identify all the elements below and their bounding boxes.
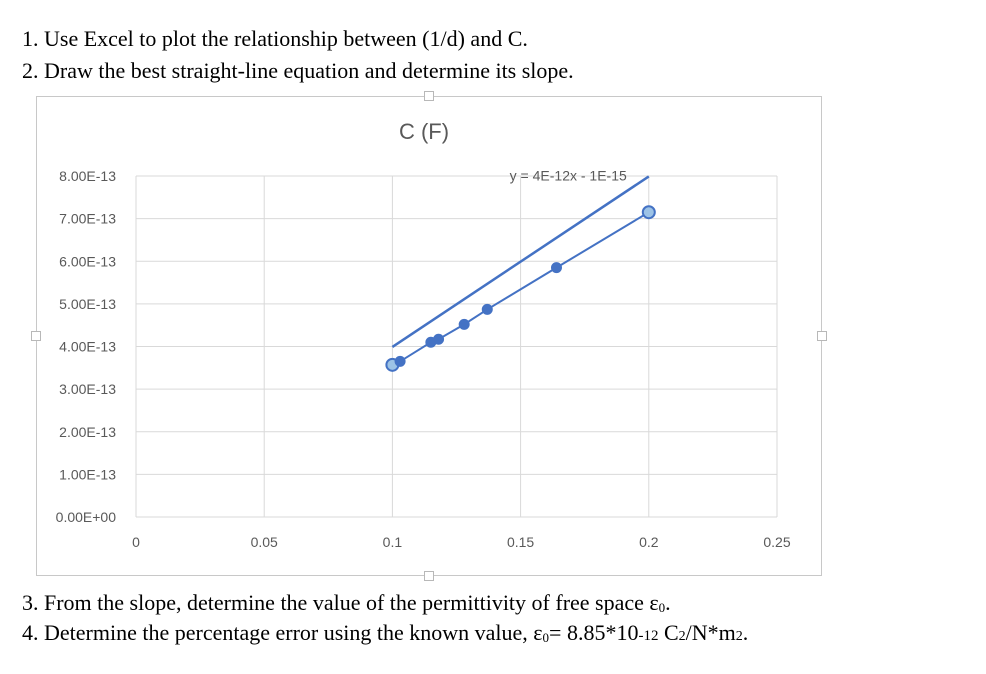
data-point <box>641 205 656 220</box>
y-tick-label: 2.00E-13 <box>59 424 116 440</box>
scatter-chart: C (F) 0.00E+00 1.00E-13 2.00E-13 3.00E-13 4.… <box>56 119 791 550</box>
data-point <box>458 318 470 330</box>
resize-handle-top[interactable] <box>424 91 434 101</box>
data-point <box>394 355 406 367</box>
y-tick-label: 4.00E-13 <box>59 339 116 355</box>
y-tick-label: 6.00E-13 <box>59 253 116 269</box>
instruction-4: 4. Determine the percentage error using … <box>22 620 749 645</box>
trendline-equation: y = 4E-12x - 1E-15 <box>510 167 627 183</box>
resize-handle-right[interactable] <box>817 331 827 341</box>
instruction-2: 2. Draw the best straight-line equation … <box>22 58 574 83</box>
y-tick-label: 5.00E-13 <box>59 296 116 312</box>
x-tick-label: 0.15 <box>507 534 534 550</box>
y-tick-label: 8.00E-13 <box>59 168 116 184</box>
data-point <box>433 333 445 345</box>
data-point <box>550 262 562 274</box>
chart-title: C (F) <box>399 119 449 144</box>
y-tick-label: 0.00E+00 <box>56 509 117 525</box>
x-tick-label: 0.05 <box>251 534 278 550</box>
series-line <box>391 211 650 366</box>
x-tick-label: 0.25 <box>763 534 790 550</box>
x-tick-label: 0.2 <box>639 534 659 550</box>
instruction-1: 1. Use Excel to plot the relationship be… <box>22 26 528 51</box>
trendline <box>391 175 650 348</box>
y-tick-label: 1.00E-13 <box>59 466 116 482</box>
chart-area[interactable]: C (F) 0.00E+00 1.00E-13 2.00E-13 3.00E-13 4.… <box>36 96 822 576</box>
y-tick-label: 7.00E-13 <box>59 211 116 227</box>
data-point <box>481 303 493 315</box>
x-tick-label: 0.1 <box>383 534 403 550</box>
resize-handle-bottom[interactable] <box>424 571 434 581</box>
y-tick-label: 3.00E-13 <box>59 381 116 397</box>
resize-handle-left[interactable] <box>31 331 41 341</box>
instruction-3: 3. From the slope, determine the value o… <box>22 590 671 615</box>
x-tick-label: 0 <box>132 534 140 550</box>
